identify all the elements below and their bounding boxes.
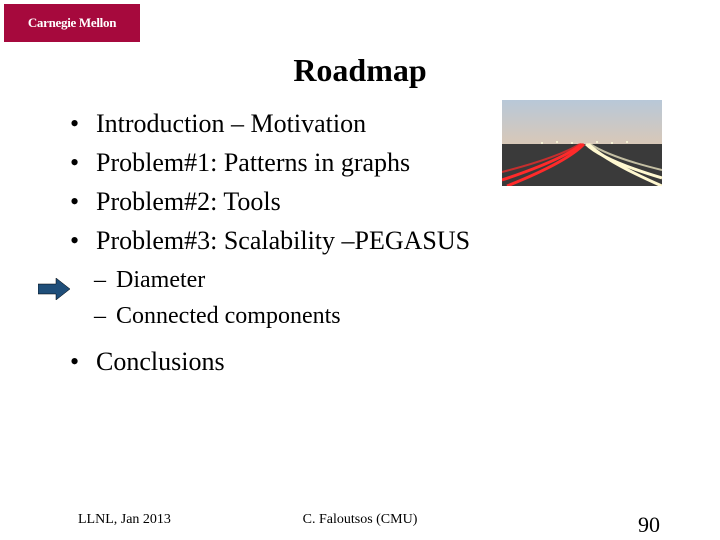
sub-connected: Connected components <box>94 298 650 334</box>
arrow-icon <box>38 278 70 300</box>
bullet-problem2: Problem#2: Tools <box>70 182 650 221</box>
top-bullets-2: Conclusions <box>70 342 650 381</box>
cmu-logo: Carnegie Mellon <box>4 4 140 42</box>
bullet-problem3: Problem#3: Scalability –PEGASUS <box>70 221 650 260</box>
content-area: Introduction – Motivation Problem#1: Pat… <box>70 104 650 381</box>
sub-diameter: Diameter <box>94 262 650 298</box>
bullet-problem1: Problem#1: Patterns in graphs <box>70 143 650 182</box>
bullet-intro: Introduction – Motivation <box>70 104 650 143</box>
cmu-logo-text: Carnegie Mellon <box>28 15 116 31</box>
footer-pagenum: 90 <box>638 512 660 538</box>
sub-bullets: Diameter Connected components <box>94 262 650 334</box>
footer-author: C. Faloutsos (CMU) <box>0 512 720 528</box>
top-bullets: Introduction – Motivation Problem#1: Pat… <box>70 104 650 260</box>
slide-title: Roadmap <box>0 52 720 89</box>
bullet-conclusions: Conclusions <box>70 342 650 381</box>
slide: Carnegie Mellon Roadmap <box>0 0 720 540</box>
